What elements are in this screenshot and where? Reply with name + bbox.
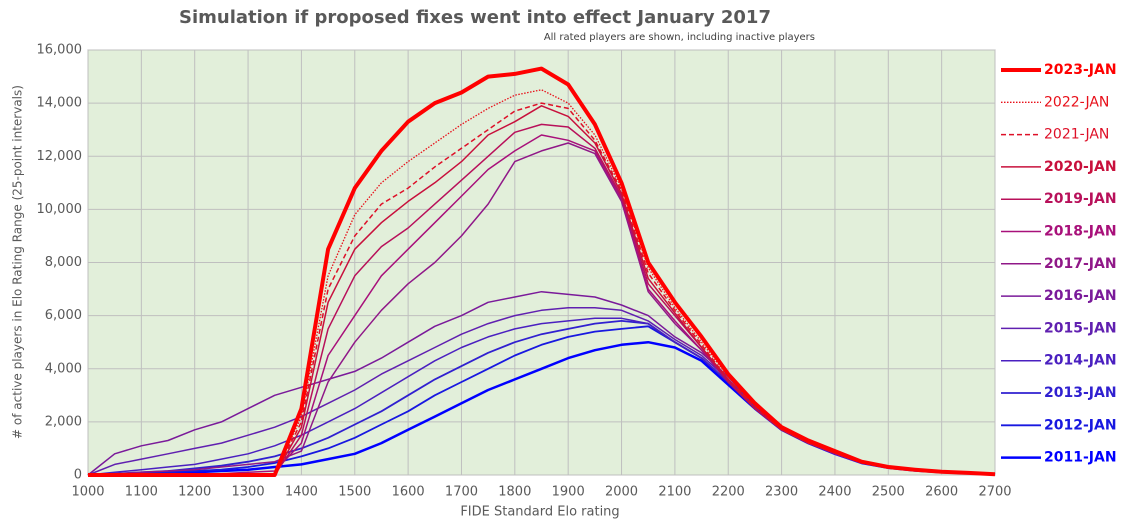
x-tick-label: 1000 <box>71 485 104 500</box>
legend-label: 2017-JAN <box>1044 256 1117 272</box>
chart-title: Simulation if proposed fixes went into e… <box>179 7 771 28</box>
legend-label: 2021-JAN <box>1044 127 1109 143</box>
x-tick-label: 2400 <box>818 485 851 500</box>
chart-subtitle: All rated players are shown, including i… <box>544 32 815 43</box>
x-tick-label: 2300 <box>765 485 798 500</box>
series-line <box>88 66 996 477</box>
y-tick-label: 16,000 <box>37 43 83 58</box>
legend-label: 2023-JAN <box>1044 62 1117 78</box>
y-tick-label: 10,000 <box>37 202 83 217</box>
y-tick-label: 14,000 <box>37 96 83 111</box>
y-tick-label: 4,000 <box>45 361 82 376</box>
legend-label: 2013-JAN <box>1044 385 1117 401</box>
y-axis-label: # of active players in Elo Rating Range … <box>11 85 25 439</box>
legend-label: 2014-JAN <box>1044 353 1117 369</box>
legend-label: 2011-JAN <box>1044 450 1117 466</box>
x-axis-label: FIDE Standard Elo rating <box>460 505 619 520</box>
x-tick-label: 1400 <box>285 485 318 500</box>
y-tick-label: 6,000 <box>45 308 82 323</box>
x-tick-label: 1200 <box>178 485 211 500</box>
x-tick-label: 2700 <box>978 485 1011 500</box>
legend-label: 2015-JAN <box>1044 320 1117 336</box>
y-tick-label: 2,000 <box>45 414 82 429</box>
y-tick-label: 0 <box>74 468 82 483</box>
legend-label: 2016-JAN <box>1044 288 1117 304</box>
legend-label: 2018-JAN <box>1044 224 1117 240</box>
legend-label: 2019-JAN <box>1044 191 1117 207</box>
x-tick-label: 1800 <box>498 485 531 500</box>
x-tick-label: 2500 <box>872 485 905 500</box>
x-tick-label: 1100 <box>125 485 158 500</box>
x-tick-label: 2000 <box>605 485 638 500</box>
x-tick-label: 1600 <box>392 485 425 500</box>
series-line <box>88 102 996 476</box>
x-tick-label: 2200 <box>712 485 745 500</box>
legend-label: 2022-JAN <box>1044 94 1109 110</box>
y-tick-label: 8,000 <box>45 255 82 270</box>
x-tick-label: 1300 <box>232 485 265 500</box>
legend-label: 2012-JAN <box>1044 417 1117 433</box>
y-tick-label: 12,000 <box>37 149 83 164</box>
x-tick-label: 1900 <box>552 485 585 500</box>
x-tick-label: 2100 <box>658 485 691 500</box>
x-tick-label: 1700 <box>445 485 478 500</box>
x-tick-label: 2600 <box>925 485 958 500</box>
x-tick-label: 1500 <box>338 485 371 500</box>
legend-label: 2020-JAN <box>1044 159 1117 175</box>
